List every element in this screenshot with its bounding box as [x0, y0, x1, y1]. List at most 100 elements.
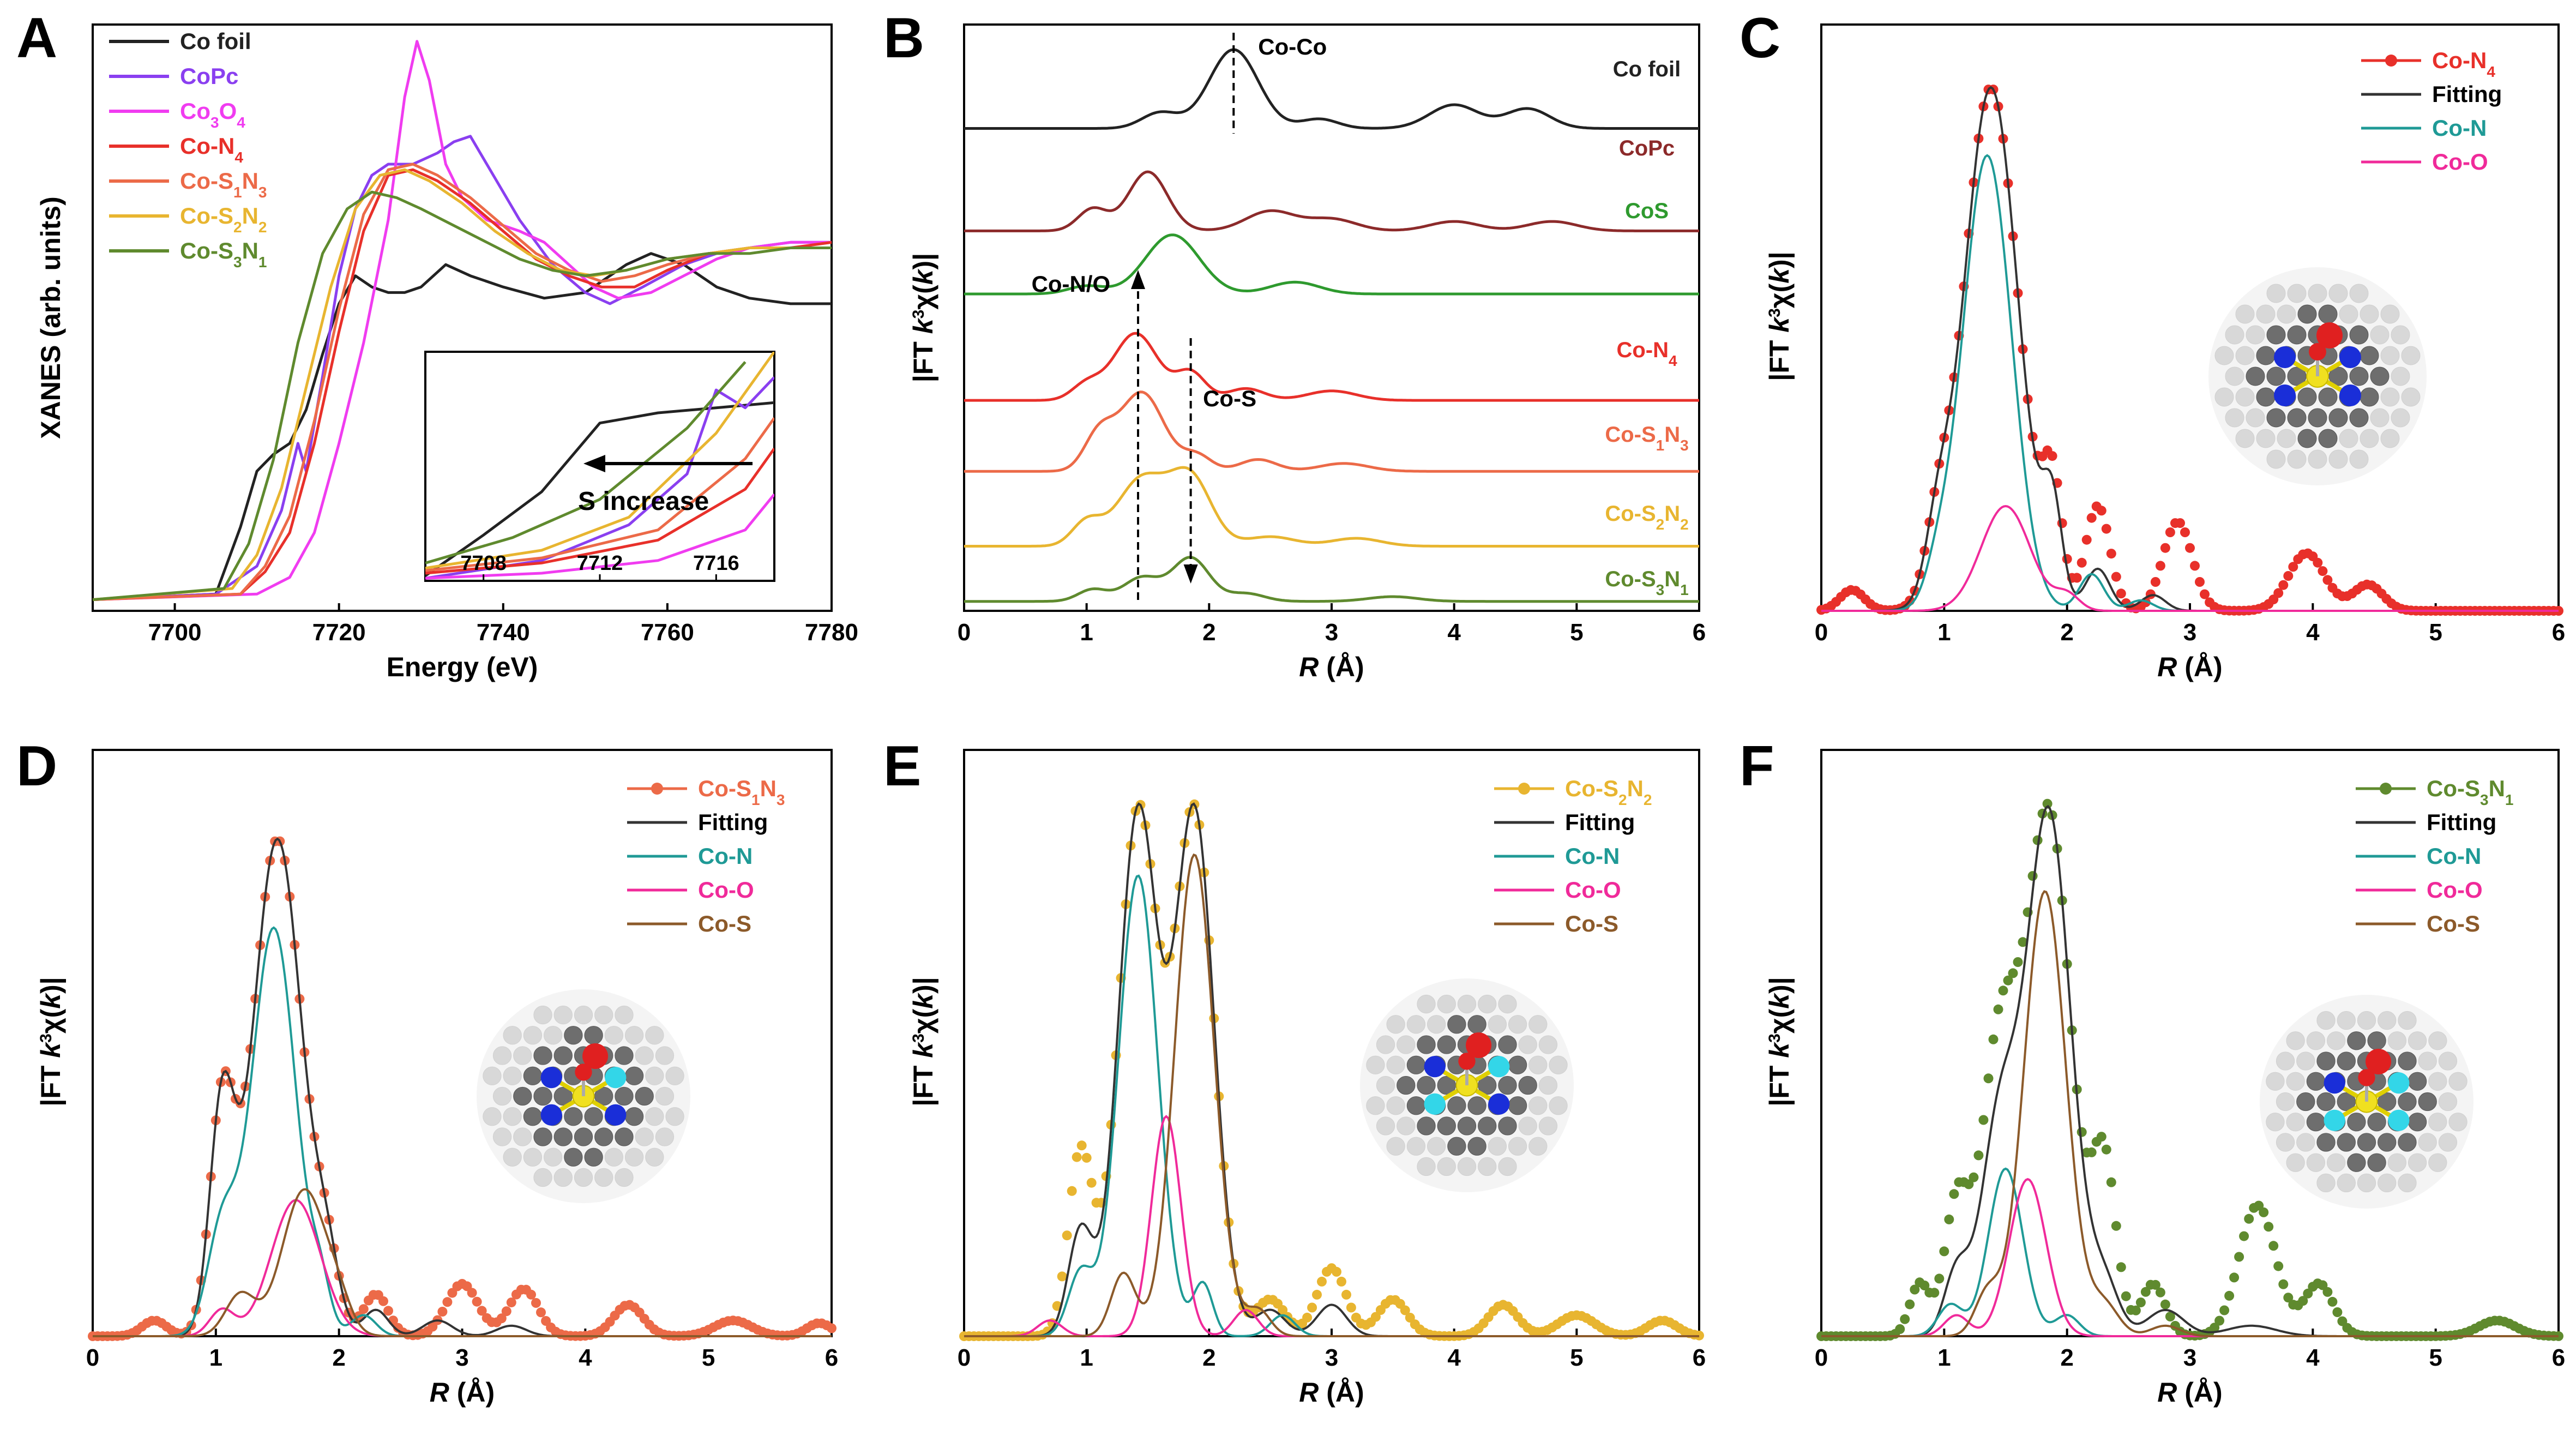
data-point	[2165, 527, 2175, 537]
legend-label: Co-O	[1565, 877, 1621, 903]
data-point	[358, 1304, 369, 1314]
x-tick-label: 6	[825, 1344, 838, 1371]
data-point	[2244, 1213, 2254, 1224]
legend-label-part: N	[2489, 776, 2505, 801]
legend-label: Fitting	[698, 809, 768, 835]
carbon-atom	[594, 1086, 613, 1106]
carbon-atom	[2408, 1072, 2427, 1091]
carbon-atom	[2306, 1072, 2326, 1091]
carbon-atom	[594, 1168, 613, 1187]
carbon-atom	[1508, 1137, 1527, 1156]
carbon-atom	[1386, 1096, 1405, 1115]
data-point	[2121, 1291, 2131, 1301]
carbon-atom	[2276, 1092, 2295, 1111]
carbon-atom	[1488, 1137, 1507, 1156]
x-tick-label: 3	[455, 1344, 468, 1371]
carbon-atom	[2438, 1052, 2458, 1071]
carbon-atom	[2235, 429, 2255, 448]
data-point	[2298, 1296, 2308, 1306]
carbon-atom	[2316, 1092, 2336, 1111]
legend-label: Co-S	[698, 911, 751, 936]
data-point	[2254, 1200, 2264, 1211]
y-axis-title-part: k	[908, 993, 938, 1009]
carbon-atom	[564, 1026, 583, 1045]
data-point	[1062, 1230, 1072, 1241]
data-point	[2200, 589, 2210, 599]
carbon-atom	[2387, 1153, 2407, 1172]
carbon-atom	[574, 1168, 593, 1187]
data-point	[501, 1306, 511, 1317]
x-tick-label: 2	[1202, 619, 1215, 646]
carbon-atom	[615, 1046, 634, 1065]
carbon-atom	[2408, 1031, 2427, 1050]
data-point	[1993, 1004, 2003, 1014]
x-tick-label: 5	[2429, 1344, 2442, 1371]
carbon-atom	[1406, 1137, 1426, 1156]
carbon-atom	[1478, 1075, 1497, 1095]
carbon-atom	[635, 1046, 654, 1065]
carbon-atom	[1437, 1035, 1456, 1054]
carbon-atom	[2370, 325, 2390, 345]
x-tick-label: 1	[1080, 1344, 1093, 1371]
x-axis-title: R (Å)	[1299, 1377, 1364, 1408]
data-point	[2106, 549, 2116, 559]
inset-series-line-3	[425, 352, 774, 570]
carbon-atom	[1528, 1015, 1548, 1034]
data-point	[2318, 1280, 2328, 1290]
data-point	[2175, 518, 2185, 528]
trace-label-part: 1	[1656, 437, 1665, 454]
data-point	[2264, 1222, 2274, 1232]
molecular-structure-icon	[2260, 995, 2473, 1209]
carbon-atom	[2286, 1072, 2305, 1091]
carbon-atom	[2297, 429, 2317, 448]
data-point	[2003, 975, 2013, 986]
carbon-atom	[2316, 1011, 2336, 1030]
carbon-atom	[513, 1046, 532, 1065]
panel-f: F0 1 2 3 4 5 6R (Å)|FT k3χ(k)|Co-S3N1FittingCo…	[1740, 735, 2565, 1408]
carbon-atom	[2296, 1052, 2315, 1071]
legend-label-part: Co-O	[2432, 149, 2488, 175]
carbon-atom	[1376, 1116, 1395, 1135]
carbon-atom	[2266, 1113, 2285, 1132]
data-point	[2239, 1231, 2249, 1241]
carbon-atom	[1538, 1035, 1558, 1054]
carbon-atom	[2308, 408, 2327, 428]
trace-label-part: CoPc	[1619, 136, 1675, 160]
carbon-atom	[2296, 1092, 2315, 1111]
legend-label: Co-S2N2	[180, 203, 267, 236]
carbon-atom	[615, 1086, 634, 1106]
carbon-atom	[2316, 1133, 2336, 1152]
carbon-atom	[2328, 408, 2348, 428]
trace-label: CoPc	[1619, 136, 1675, 160]
carbon-atom	[503, 1107, 522, 1126]
data-point	[2008, 968, 2018, 978]
trace-label-part: 1	[1680, 581, 1689, 598]
legend-label-part: 2	[233, 219, 242, 236]
fit-line-2	[1821, 154, 2559, 612]
carbon-atom	[2225, 366, 2244, 386]
y-axis-title-part: 3	[37, 1034, 55, 1043]
data-point	[2273, 1261, 2284, 1271]
x-axis-title-part: R	[1299, 652, 1319, 682]
y-axis-title: |FT k3χ(k)|	[908, 977, 939, 1106]
data-point	[442, 1297, 453, 1307]
data-point	[477, 1306, 487, 1316]
legend-label-part: Co-N	[2432, 47, 2487, 73]
trace-label: Co-S2N2	[1605, 502, 1688, 533]
data-point	[2106, 1177, 2116, 1187]
carbon-atom	[624, 1066, 644, 1085]
legend-label-part: Co-N	[698, 843, 753, 869]
carbon-atom	[533, 1086, 552, 1106]
y-axis-title-part: |FT	[908, 1058, 939, 1107]
data-point	[378, 1296, 388, 1306]
carbon-atom	[523, 1066, 543, 1085]
x-tick-label: 4	[1447, 1344, 1461, 1371]
legend-label: Co-O	[698, 877, 754, 903]
data-point	[2160, 543, 2170, 553]
carbon-atom	[2349, 408, 2369, 428]
x-tick-label: 3	[2183, 619, 2196, 646]
trace-label: Co-S3N1	[1605, 567, 1688, 598]
carbon-atom	[2328, 284, 2348, 303]
nitrogen-atom	[2339, 384, 2361, 406]
legend-label-part: Co-O	[2427, 877, 2483, 903]
